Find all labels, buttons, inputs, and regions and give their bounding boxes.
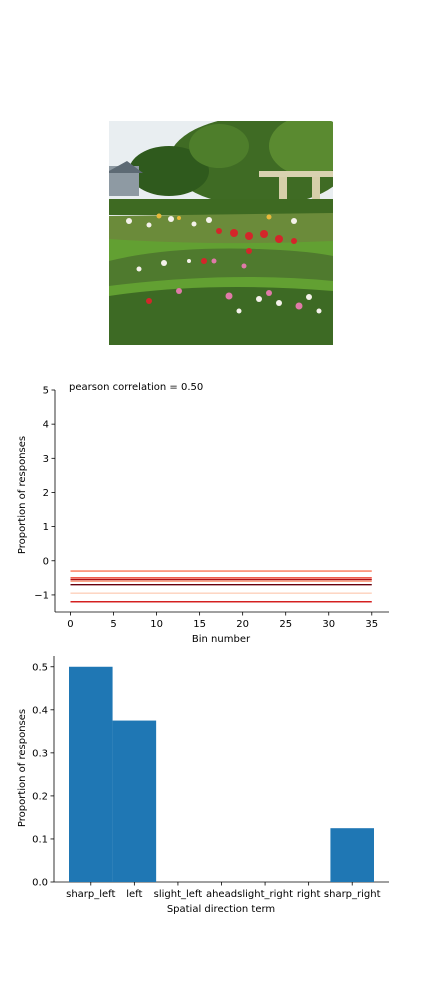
y-tick-label: 4 bbox=[43, 420, 49, 431]
x-tick-label: slight_right bbox=[237, 889, 293, 900]
x-tick-label: 0 bbox=[67, 619, 73, 630]
x-tick-label: slight_left bbox=[154, 889, 203, 900]
line-chart: pearson correlation = 0.50 −1 0 1 2 3 4 5 0 5 10 1… bbox=[17, 382, 389, 645]
bar-left bbox=[112, 720, 157, 882]
x-tick-label: 20 bbox=[236, 619, 249, 630]
y-axis-label: Proportion of responses bbox=[17, 709, 28, 827]
x-tick-label: 15 bbox=[193, 619, 206, 630]
x-axis-label: Spatial direction term bbox=[167, 904, 275, 915]
y-tick-label: 0.4 bbox=[32, 705, 48, 716]
garden-photo-image bbox=[109, 121, 333, 345]
y-tick-label: −1 bbox=[34, 590, 49, 601]
x-tick-label: 30 bbox=[322, 619, 335, 630]
y-tick-label: 3 bbox=[43, 454, 49, 465]
y-axis-label: Proportion of responses bbox=[17, 436, 28, 554]
y-tick-label: 5 bbox=[43, 386, 49, 397]
x-tick-label: ahead bbox=[206, 889, 237, 900]
x-tick-label: 35 bbox=[365, 619, 378, 630]
bar-sharp_right bbox=[330, 828, 374, 882]
y-tick-label: 2 bbox=[43, 488, 49, 499]
x-tick-label: 25 bbox=[279, 619, 292, 630]
x-tick-label: sharp_right bbox=[324, 889, 381, 900]
x-tick-label: left bbox=[126, 889, 142, 900]
y-tick-label: 0.5 bbox=[32, 662, 48, 673]
y-tick-label: 1 bbox=[43, 522, 49, 533]
bar-chart: 0.0 0.1 0.2 0.3 0.4 0.5 sharp_left left slight_l… bbox=[17, 656, 389, 915]
y-tick-label: 0.1 bbox=[32, 834, 48, 845]
x-tick-label: right bbox=[297, 889, 321, 900]
bar-sharp_left bbox=[69, 666, 113, 882]
x-tick-label: 5 bbox=[110, 619, 116, 630]
y-tick-label: 0.0 bbox=[32, 878, 48, 889]
x-axis-label: Bin number bbox=[192, 634, 251, 645]
x-tick-label: 10 bbox=[150, 619, 163, 630]
y-tick-label: 0.2 bbox=[32, 791, 48, 802]
y-tick-label: 0 bbox=[43, 556, 49, 567]
x-tick-label: sharp_left bbox=[66, 889, 115, 900]
y-tick-label: 0.3 bbox=[32, 748, 48, 759]
line-chart-plot-area: −1 0 1 2 3 4 5 0 5 10 15 20 25 30 35 bbox=[34, 386, 389, 630]
garden-photo bbox=[109, 121, 333, 345]
chart-title: pearson correlation = 0.50 bbox=[69, 382, 203, 393]
bar-chart-plot-area: 0.0 0.1 0.2 0.3 0.4 0.5 sharp_left left slight_l… bbox=[32, 656, 389, 900]
